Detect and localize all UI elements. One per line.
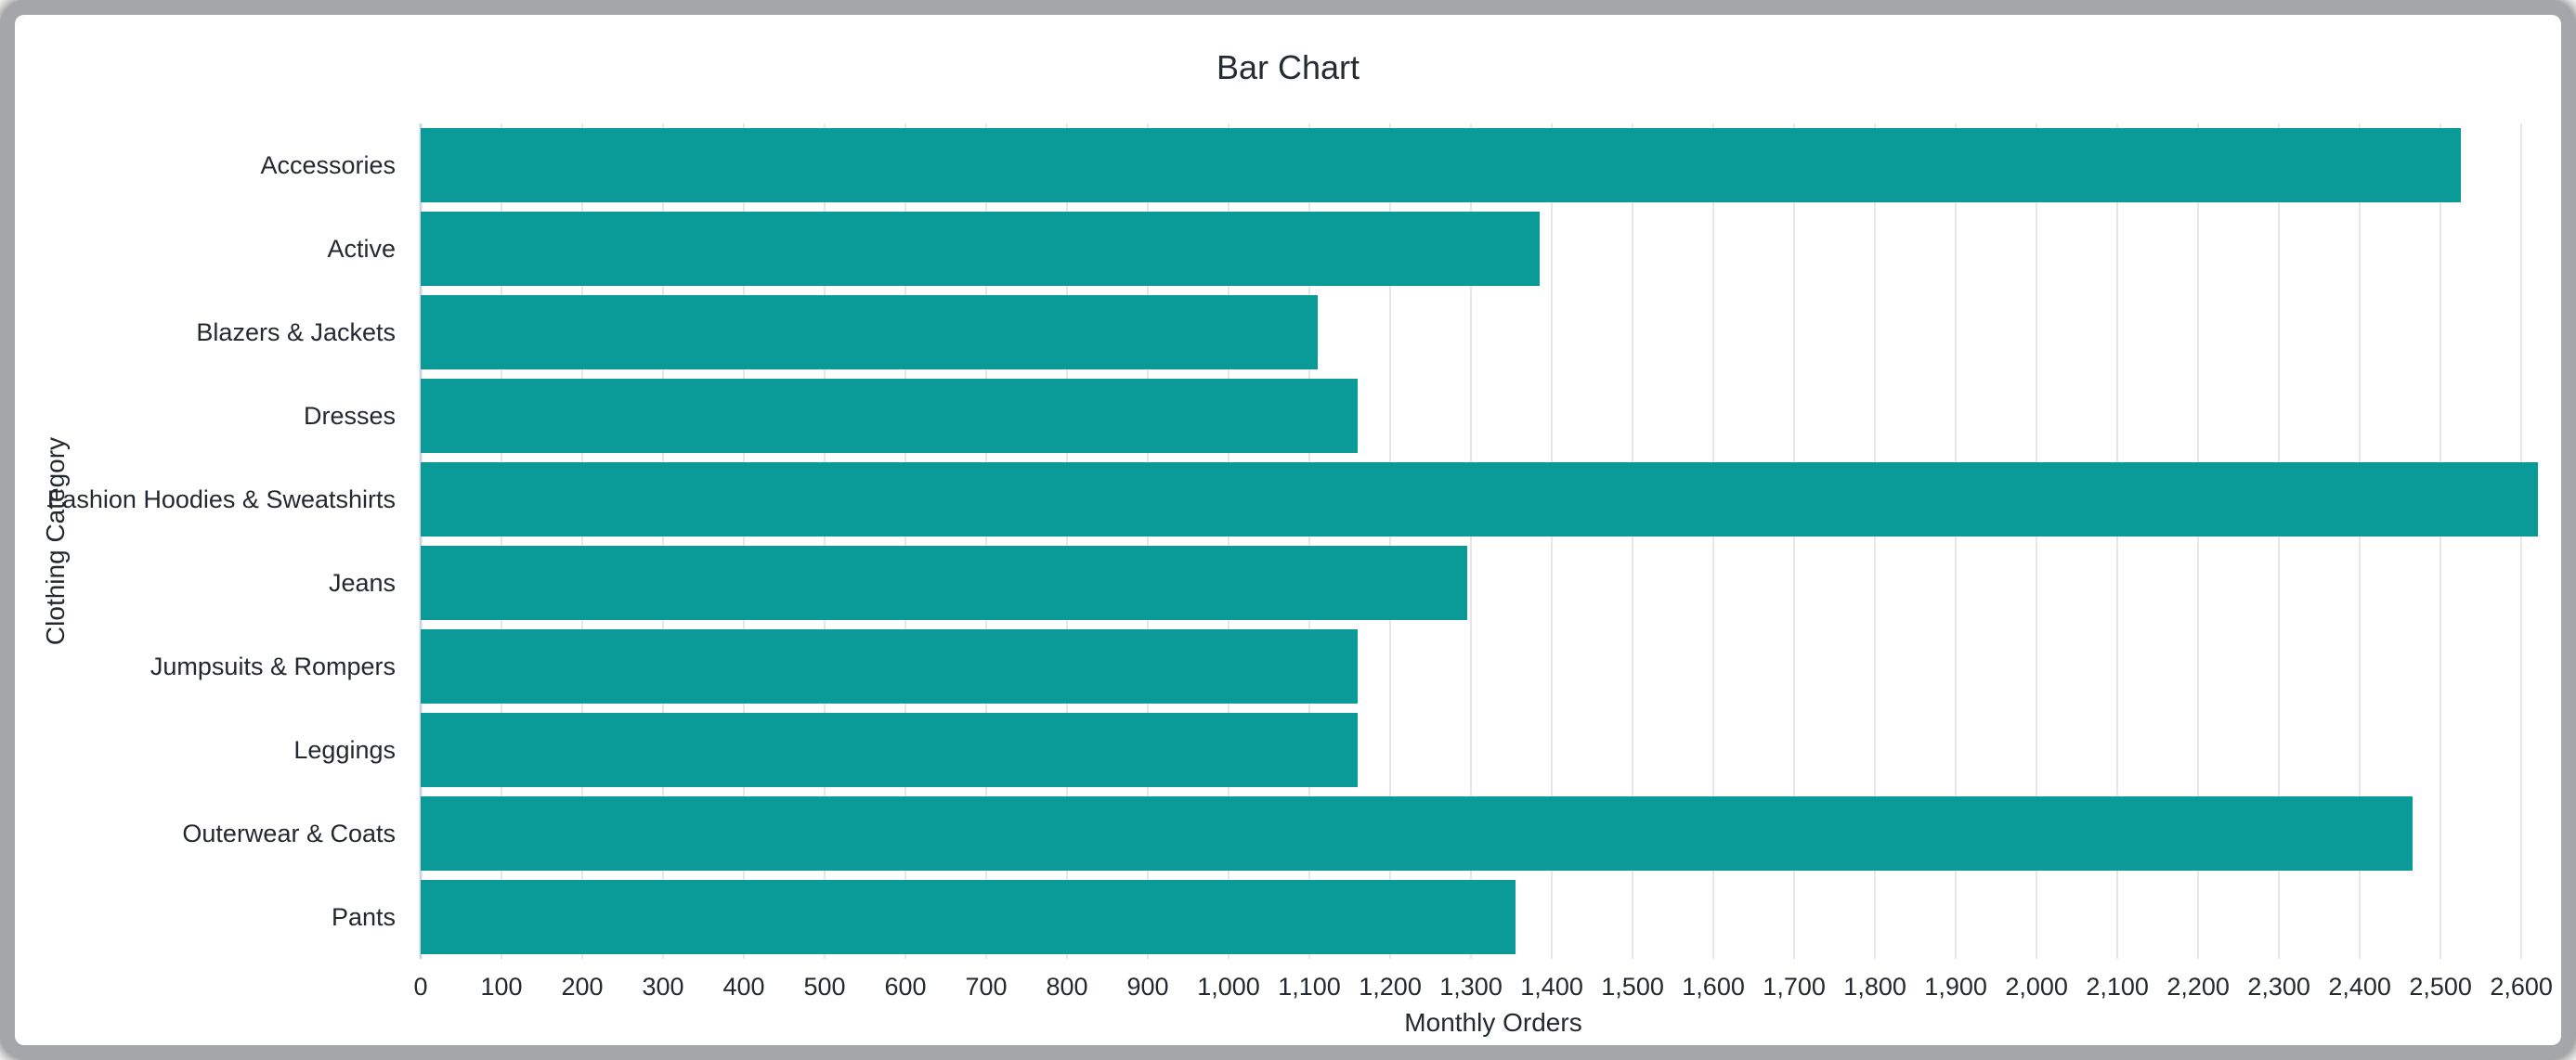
x-tick-label: 2,400: [2328, 973, 2391, 1001]
x-tick-label: 2,300: [2247, 973, 2310, 1001]
x-tick-label: 1,600: [1682, 973, 1745, 1001]
bar[interactable]: [421, 128, 2461, 202]
gridline: [985, 123, 988, 959]
x-tick-label: 600: [884, 973, 927, 1001]
y-tick-label: Jeans: [328, 569, 396, 597]
gridline: [2197, 123, 2200, 959]
x-tick-label: 200: [561, 973, 604, 1001]
gridline: [2520, 123, 2523, 959]
gridline: [1470, 123, 1473, 959]
y-tick-label: Active: [327, 235, 396, 263]
x-tick-label: 1,300: [1439, 973, 1503, 1001]
gridline: [662, 123, 665, 959]
y-tick-label: Leggings: [293, 736, 396, 764]
gridline: [2439, 123, 2442, 959]
x-tick-label: 2,500: [2409, 973, 2472, 1001]
x-tick-label: 2,200: [2166, 973, 2230, 1001]
gridline: [501, 123, 502, 959]
y-tick-label: Blazers & Jackets: [196, 318, 396, 346]
x-tick-label: 2,000: [2005, 973, 2068, 1001]
y-tick-label: Jumpsuits & Rompers: [150, 653, 396, 680]
gridline: [1066, 123, 1069, 959]
x-tick-label: 1,800: [1843, 973, 1906, 1001]
gridline: [1308, 123, 1311, 959]
gridline: [2359, 123, 2361, 959]
plot-area: [419, 123, 2566, 959]
y-tick-label: Fashion Hoodies & Sweatshirts: [46, 485, 396, 513]
y-tick-label: Pants: [331, 903, 396, 931]
gridline: [581, 123, 583, 959]
y-axis-labels: Accessories Active Blazers & Jackets Dresse…: [15, 123, 396, 959]
gridline: [1793, 123, 1796, 959]
bar[interactable]: [421, 880, 1516, 954]
bar[interactable]: [421, 295, 1318, 369]
x-tick-label: 400: [722, 973, 765, 1001]
x-tick-label: 1,400: [1520, 973, 1583, 1001]
x-tick-label: 1,200: [1359, 973, 1422, 1001]
x-tick-label: 1,500: [1601, 973, 1664, 1001]
y-tick-label: Accessories: [260, 151, 396, 179]
chart-canvas: Bar Chart Clothing Category Accessories A…: [15, 15, 2561, 1045]
x-tick-label: 2,100: [2086, 973, 2149, 1001]
gridline: [2036, 123, 2038, 959]
gridline: [2278, 123, 2281, 959]
x-axis-title: Monthly Orders: [1404, 1008, 1582, 1037]
gridline: [743, 123, 746, 959]
bar[interactable]: [421, 212, 1541, 286]
gridline: [904, 123, 907, 959]
chart-title: Bar Chart: [1216, 48, 1360, 86]
gridline: [1228, 123, 1230, 959]
gridline: [1874, 123, 1877, 959]
x-tick-label: 300: [642, 973, 684, 1001]
gridline: [1551, 123, 1554, 959]
bar[interactable]: [421, 462, 2538, 536]
x-tick-label: 1,700: [1763, 973, 1826, 1001]
bar[interactable]: [421, 713, 1359, 787]
x-axis-labels: 0 100 200 300 400 500 600 700 800 900 1,000 1,100 1,…: [413, 973, 2566, 1010]
x-tick-label: 700: [965, 973, 1008, 1001]
gridline: [2116, 123, 2119, 959]
bar[interactable]: [421, 379, 1359, 453]
x-tick-label: 1,900: [1924, 973, 1987, 1001]
y-tick-label: Dresses: [303, 402, 396, 430]
x-tick-label: 800: [1046, 973, 1088, 1001]
gridline: [1147, 123, 1150, 959]
gridline: [824, 123, 826, 959]
x-tick-label: 500: [803, 973, 846, 1001]
gridline: [1712, 123, 1715, 959]
bar[interactable]: [421, 629, 1359, 704]
x-tick-label: 1,000: [1197, 973, 1260, 1001]
x-tick-label: 900: [1126, 973, 1169, 1001]
zero-baseline: [419, 123, 423, 959]
x-tick-label: 1,100: [1278, 973, 1341, 1001]
gridline: [1632, 123, 1634, 959]
x-tick-label: 100: [480, 973, 523, 1001]
gridline: [1955, 123, 1958, 959]
x-tick-label: 0: [413, 973, 428, 1001]
bar[interactable]: [421, 796, 2413, 871]
y-tick-label: Outerwear & Coats: [182, 820, 396, 847]
gridline: [1389, 123, 1392, 959]
x-tick-label: 2,600: [2490, 973, 2553, 1001]
bar[interactable]: [421, 546, 1467, 620]
